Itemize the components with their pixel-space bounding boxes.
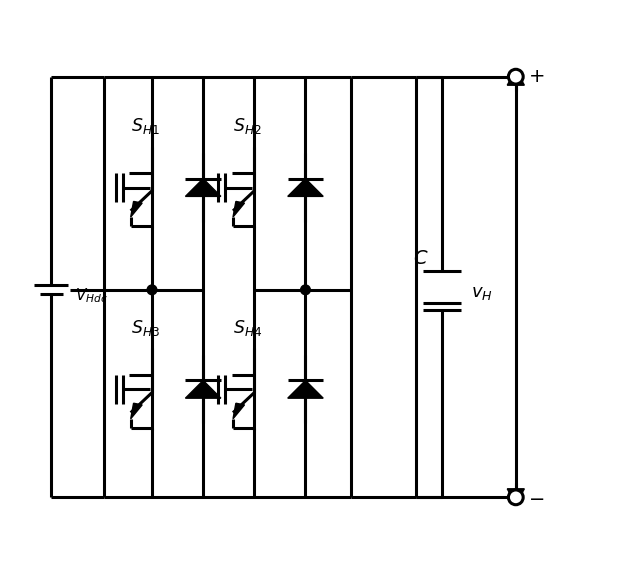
Circle shape (147, 285, 157, 294)
Polygon shape (185, 381, 221, 398)
Polygon shape (288, 179, 323, 196)
Text: $S_{H1}$: $S_{H1}$ (131, 117, 160, 137)
Polygon shape (507, 489, 524, 505)
Circle shape (301, 285, 310, 294)
Polygon shape (185, 179, 221, 196)
Text: $V_{Hdc}$: $V_{Hdc}$ (75, 286, 108, 305)
Text: $+$: $+$ (528, 67, 544, 86)
Polygon shape (131, 201, 142, 217)
Circle shape (509, 69, 523, 84)
Polygon shape (131, 404, 142, 419)
Circle shape (509, 490, 523, 505)
Polygon shape (233, 404, 244, 419)
Text: $S_{H3}$: $S_{H3}$ (131, 318, 160, 338)
Text: $S_{H4}$: $S_{H4}$ (233, 318, 262, 338)
Polygon shape (507, 69, 524, 85)
Text: $S_{H2}$: $S_{H2}$ (233, 117, 262, 137)
Text: $C$: $C$ (413, 250, 428, 267)
Polygon shape (233, 201, 244, 217)
Text: $v_H$: $v_H$ (472, 284, 493, 302)
Polygon shape (288, 381, 323, 398)
Text: $-$: $-$ (528, 488, 544, 507)
